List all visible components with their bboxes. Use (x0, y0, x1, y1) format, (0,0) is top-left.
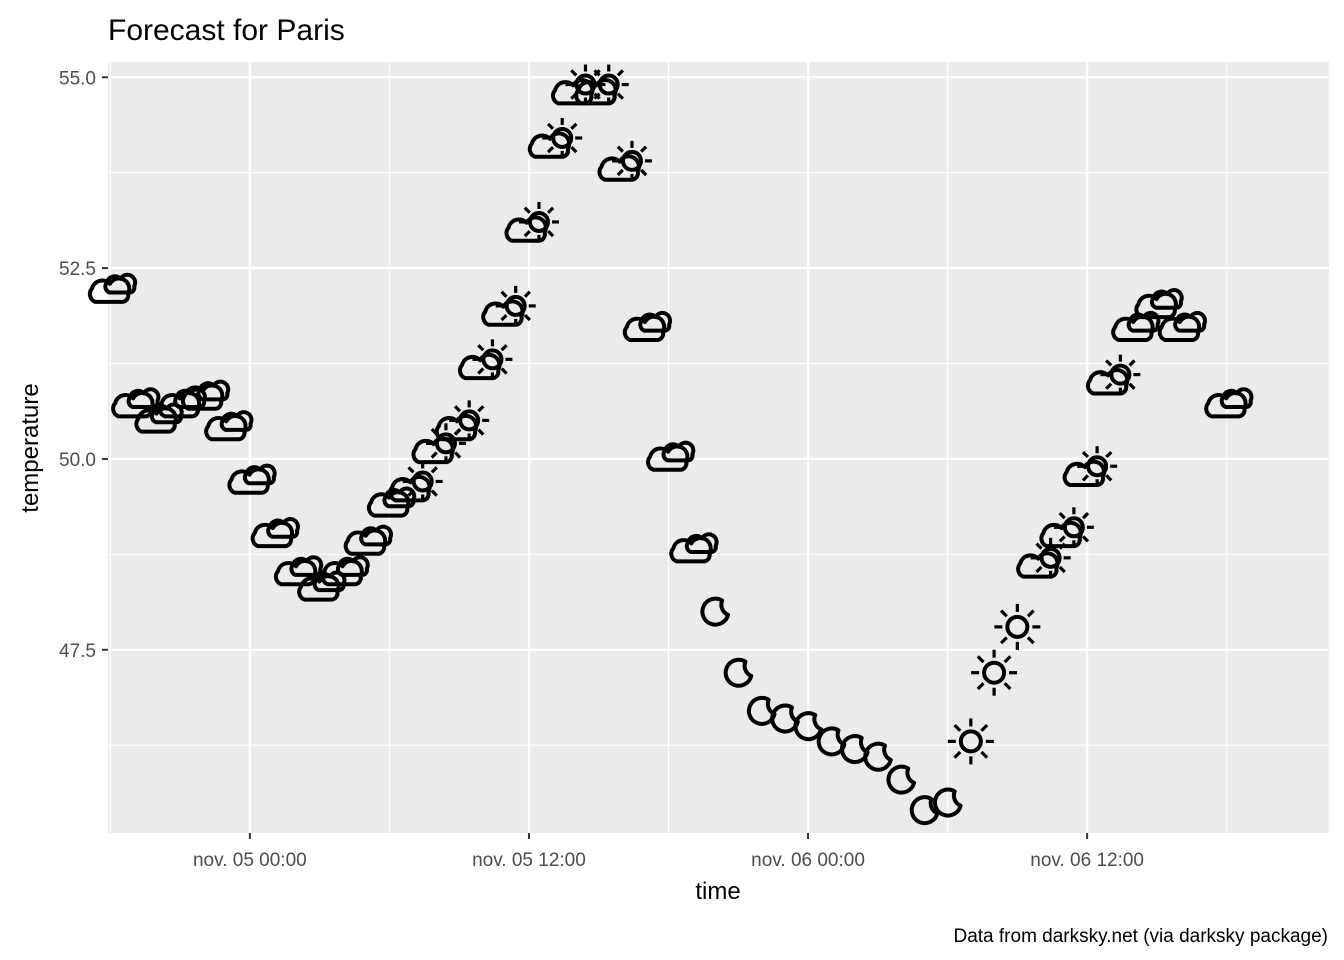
cloudy-icon (1157, 310, 1207, 343)
clear-night-icon (793, 711, 824, 742)
x-axis: nov. 05 00:00 nov. 05 12:00 nov. 06 00:00 n… (193, 833, 1144, 871)
cloudy-icon (250, 517, 300, 549)
cloudy-icon (87, 272, 138, 304)
clear-night-icon (933, 787, 963, 818)
clear-night-icon (816, 726, 847, 757)
cloudy-icon (343, 524, 393, 556)
partly-cloudy-day-icon (597, 140, 652, 182)
x-tick-label: nov. 06 00:00 (751, 850, 865, 871)
cloudy-icon (1204, 387, 1254, 419)
chart-caption: Data from darksky.net (via darksky packa… (953, 926, 1328, 947)
partly-cloudy-day-icon (481, 285, 536, 327)
clear-night-icon (770, 703, 800, 734)
x-axis-title: time (695, 878, 740, 905)
cloudy-icon (669, 532, 719, 564)
clear-day-icon (971, 649, 1018, 696)
partly-cloudy-day-icon (434, 400, 490, 442)
clear-day-icon (994, 603, 1041, 650)
clear-night-icon (839, 734, 870, 765)
clear-night-icon (723, 657, 754, 688)
partly-cloudy-day-icon (1062, 446, 1118, 488)
clear-night-icon (863, 741, 893, 772)
clear-night-icon (700, 596, 731, 627)
partly-cloudy-day-icon (458, 339, 513, 381)
cloudy-icon (622, 310, 673, 343)
weather-icon-marks (87, 64, 1254, 826)
clear-night-icon (886, 764, 917, 795)
y-tick-label: 52.5 (59, 259, 96, 280)
y-axis-title: temperature (17, 383, 44, 512)
chart-title: Forecast for Paris (108, 14, 345, 47)
y-tick-label: 55.0 (59, 68, 96, 89)
y-tick-label: 50.0 (59, 450, 96, 471)
y-axis: 47.5 50.0 52.5 55.0 (59, 68, 108, 662)
major-gridlines (108, 62, 1329, 833)
partly-cloudy-day-icon (504, 201, 559, 243)
partly-cloudy-day-icon (1085, 354, 1141, 396)
cloudy-icon (320, 555, 370, 587)
clear-night-icon (746, 695, 777, 726)
minor-gridlines (108, 62, 1329, 833)
clear-night-icon (909, 795, 940, 826)
cloudy-icon (180, 379, 231, 411)
cloudy-icon (204, 410, 254, 442)
clear-day-icon (947, 718, 994, 765)
cloudy-icon (227, 463, 277, 495)
partly-cloudy-day-icon (574, 64, 629, 106)
plot-panel (108, 62, 1329, 833)
cloudy-icon (646, 440, 696, 472)
x-tick-label: nov. 05 12:00 (472, 850, 586, 871)
cloudy-icon (1134, 288, 1184, 320)
partly-cloudy-day-icon (388, 461, 443, 503)
y-tick-label: 47.5 (59, 641, 96, 662)
x-tick-label: nov. 05 00:00 (193, 850, 307, 871)
x-tick-label: nov. 06 12:00 (1030, 850, 1144, 871)
partly-cloudy-day-icon (1039, 507, 1094, 549)
partly-cloudy-day-icon (527, 117, 583, 159)
